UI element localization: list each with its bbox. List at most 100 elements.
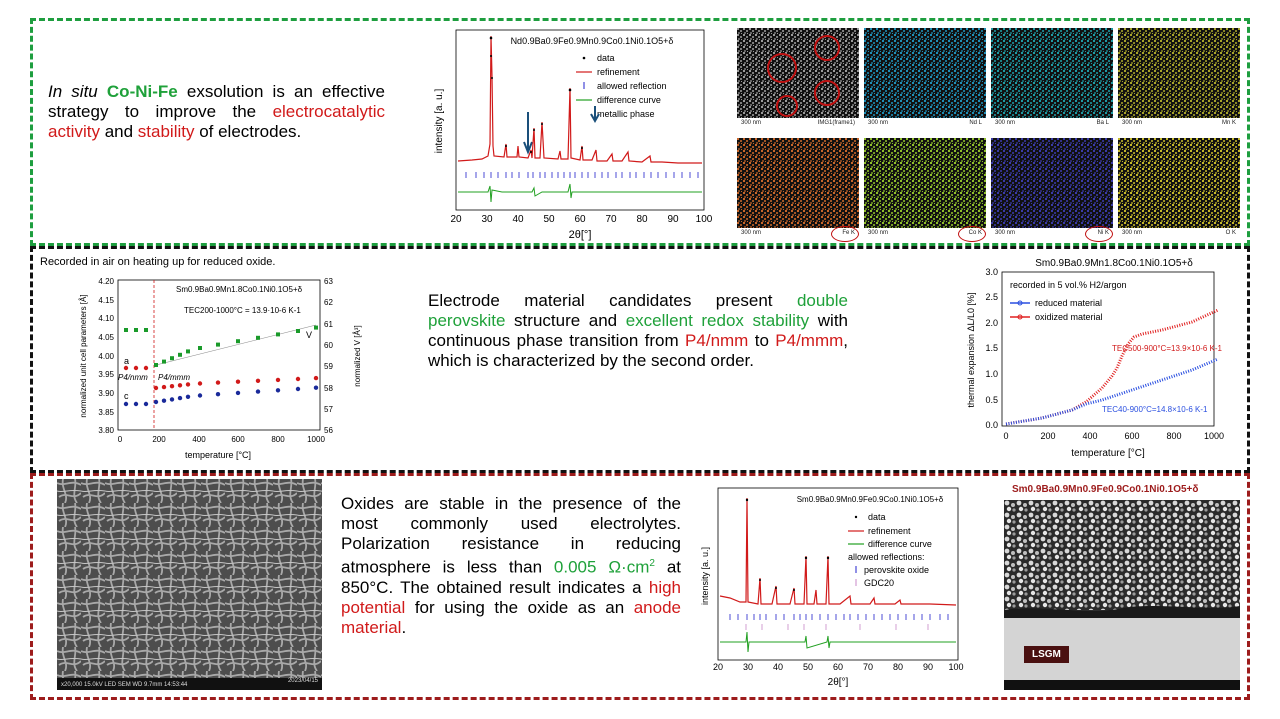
a-point [133,365,139,371]
legend-b-allowed: allowed reflections: [848,552,925,562]
eds-map-nd-l: 300 nm Nd L [864,28,986,132]
v-point [162,359,166,364]
dilatometry-chart: Sm0.9Ba0.9Mn1.8Co0.1Ni0.1O5+δ recorded i… [966,258,1224,459]
v-point [256,335,260,340]
a-point [313,375,319,381]
a-point [161,384,167,390]
stability-text-b: at 850°C. The obtained result indicates … [341,557,682,597]
svg-text:4.10: 4.10 [98,314,114,323]
xrd-top-xlabel: 2θ[°] [569,229,592,241]
svg-text:0: 0 [1003,431,1008,441]
v-point [144,328,148,332]
svg-text:800: 800 [1166,431,1181,441]
v-point [198,346,202,350]
a-point [255,378,261,383]
eds-scale-bar: 300 nm [868,230,889,236]
metallic-arrow-legend-icon [590,106,600,124]
a-point [169,384,175,389]
stability-text-c: for using the oxide as an [405,597,634,617]
structure-text: Electrode material candidates present do… [428,291,848,371]
label-v: V [306,330,312,340]
svg-text:0.0: 0.0 [985,420,998,430]
c-point [177,395,183,401]
electrodes-text: of electrodes. [194,122,302,141]
dil-condition: recorded in 5 vol.% H2/argon [1010,280,1127,290]
xrd-bottom-legend: data refinement difference curve allowed… [848,512,932,588]
eds-scale-bar: 300 nm [995,230,1016,236]
electrocatalytic-text: electrocatalytic activity [48,102,385,141]
xrd-top-reflections [465,172,699,178]
structure-text-e: , which is characterized by the second o… [428,331,849,370]
svg-text:200: 200 [1040,431,1055,441]
dil-legend-oxidized: oxidized material [1035,312,1103,322]
a-point [275,377,281,383]
resistance-value: 0.005 Ω·cm [553,557,650,577]
c-point [161,398,167,403]
svg-text:100: 100 [948,662,963,672]
v-point [178,352,182,357]
eds-scale-bar: 300 nm [1122,120,1143,126]
metallic-arrow-icon [523,112,533,155]
v-point [186,349,190,354]
svg-text:400: 400 [192,435,206,444]
svg-text:400: 400 [1082,431,1097,441]
eds-map-o-k: 300 nm O K [1118,138,1240,242]
co-ni-fe-text: Co-Ni-Fe [106,82,178,101]
a-point [185,382,191,387]
p4mmm-text: P4/mmm [775,331,844,350]
svg-text:20: 20 [450,214,462,225]
svg-text:80: 80 [893,662,903,672]
xrd-bottom-refinement [719,497,957,606]
svg-text:2.0: 2.0 [985,318,998,328]
a-point [235,379,241,384]
double-perovskite-text: double perovskite [428,291,848,330]
xrd-top-ylabel: intensity [a. u.] [434,89,445,154]
eds-map-fe-k: 300 nm Fe K [737,138,859,242]
lattice-formula: Sm0.9Ba0.9Mn1.8Co0.1Ni0.1O5+δ [176,285,303,294]
a-point [197,381,203,386]
dil-ylabel: thermal expansion ΔL/L0 [%] [966,292,976,407]
legend-refinement: refinement [597,67,640,77]
svg-text:60: 60 [324,341,333,350]
lattice-tec: TEC200-1000°C = 13.9·10-6 K-1 [184,306,301,315]
svg-text:4.00: 4.00 [98,352,114,361]
panel-exsolution [30,18,1250,246]
svg-text:4.05: 4.05 [98,333,114,342]
xrd-bottom-difference [720,631,956,653]
c-point [197,393,203,398]
stability-text-block: Oxides are stable in the presence of the… [341,494,681,638]
lsgm-label: LSGM [1024,646,1069,663]
svg-text:0.5: 0.5 [985,395,998,405]
eds-map-ba-l: 300 nm Ba L [991,28,1113,132]
legend-b-gdc20: GDC20 [864,578,894,588]
svg-text:30: 30 [743,662,753,672]
phase1-label: P4/nmm [118,373,148,382]
c-point [215,392,221,397]
structure-text-b: structure and [505,311,626,330]
legend-allowed: allowed reflection [597,81,667,91]
stability-text-end: . [401,617,407,637]
cross-section-image: LSGM [1004,500,1240,690]
in-situ-text: In situ [48,82,98,101]
svg-text:56: 56 [324,426,333,435]
svg-text:40: 40 [773,662,783,672]
eds-scale-bar: 300 nm [741,230,762,236]
exsolution-text: In situ Co-Ni-Fe exsolution is an effect… [48,82,385,142]
svg-text:60: 60 [574,214,586,225]
svg-text:70: 70 [605,214,617,225]
xrd-bottom-points [745,498,830,591]
xrd-bottom-formula: Sm0.9Ba0.9Mn0.9Fe0.9Co0.1Ni0.1O5+δ [797,495,944,504]
xrd-bottom-xlabel: 2θ[°] [828,677,849,688]
legend-difference: difference curve [597,95,661,105]
c-point [123,401,129,407]
a-point [295,376,301,382]
panel-structure [30,246,1250,473]
v-point [296,329,300,333]
svg-text:4.15: 4.15 [98,296,114,305]
lattice-xticks: 0 200 400 600 800 1000 [118,435,326,444]
svg-text:62: 62 [324,298,333,307]
eds-scale-bar: 300 nm [995,120,1016,126]
legend-b-difference: difference curve [868,539,932,549]
eds-map-co-k: 300 nm Co K [864,138,986,242]
lattice-xlabel: temperature [°C] [185,450,251,460]
